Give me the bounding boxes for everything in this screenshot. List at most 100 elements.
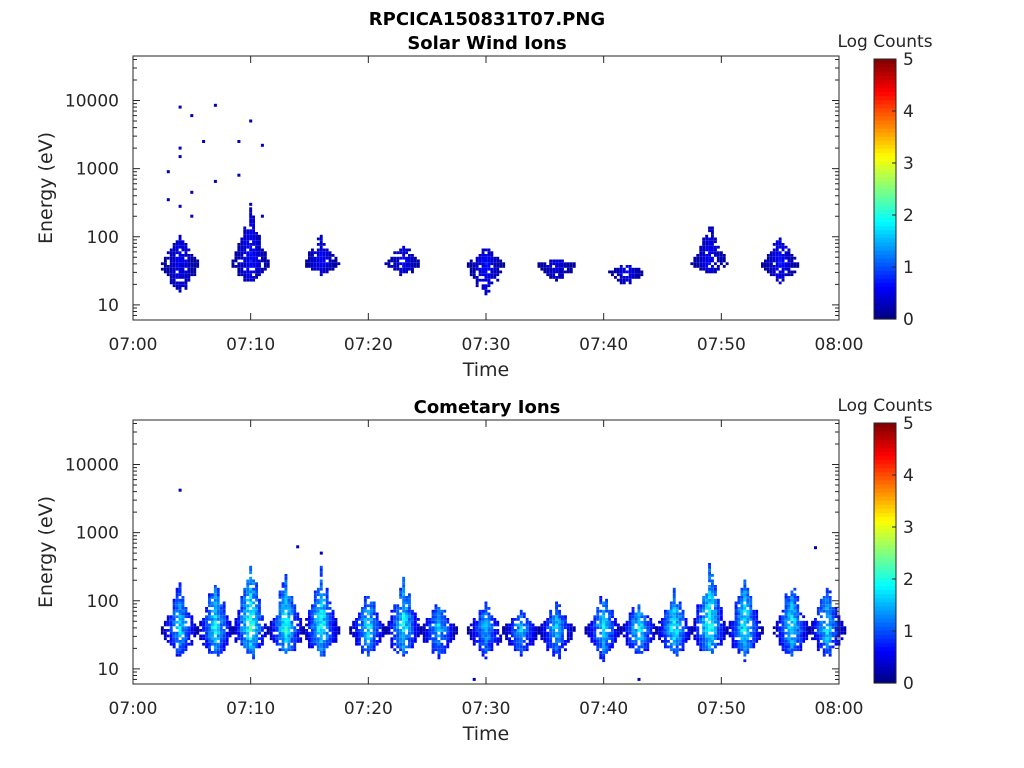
heatmap-cell	[172, 607, 176, 610]
heatmap-cell	[222, 604, 226, 608]
heatmap-cell	[261, 248, 264, 252]
heatmap-cell	[596, 640, 600, 643]
heatmap-cell	[408, 623, 411, 627]
heatmap-cell	[175, 267, 179, 271]
heatmap-cell	[211, 626, 214, 630]
heatmap-cell	[240, 607, 244, 610]
heatmap-cell	[363, 620, 367, 624]
heatmap-cell	[675, 618, 679, 621]
heatmap-cell	[790, 598, 794, 602]
heatmap-cell	[566, 631, 570, 635]
colorbar-segment	[874, 278, 896, 284]
heatmap-cell	[643, 648, 647, 652]
heatmap-cell	[561, 267, 564, 271]
heatmap-cell	[596, 615, 600, 619]
heatmap-cell	[319, 243, 323, 246]
heatmap-cell	[661, 623, 664, 627]
heatmap-cell	[172, 637, 176, 641]
heatmap-cell	[743, 645, 747, 649]
heatmap-cell	[296, 623, 300, 627]
heatmap-cell	[625, 623, 629, 627]
heatmap-cell	[714, 601, 717, 605]
heatmap-cell	[322, 267, 326, 271]
heatmap-cell	[752, 642, 756, 646]
heatmap-cell	[243, 251, 247, 255]
heatmap-cell	[796, 615, 800, 619]
sparse-count	[472, 677, 476, 681]
heatmap-cell	[261, 254, 264, 257]
heatmap-cell	[287, 620, 291, 624]
heatmap-cell	[675, 637, 679, 641]
heatmap-cell	[469, 631, 473, 635]
colorbar-segment	[874, 132, 896, 137]
heatmap-cell	[699, 251, 703, 255]
heatmap-cell	[172, 284, 176, 288]
heatmap-cell	[228, 634, 232, 638]
heatmap-cell	[234, 631, 238, 635]
heatmap-cell	[190, 631, 194, 635]
heatmap-cell	[363, 642, 367, 646]
heatmap-cell	[778, 245, 782, 249]
heatmap-cell	[311, 609, 314, 613]
heatmap-cell	[602, 601, 606, 605]
heatmap-cell	[328, 612, 332, 616]
heatmap-cell	[325, 620, 329, 624]
colorbar-segment	[874, 79, 896, 84]
heatmap-cell	[372, 637, 376, 641]
heatmap-cell	[434, 631, 438, 635]
heatmap-cell	[719, 256, 723, 260]
heatmap-cell	[446, 626, 450, 630]
heatmap-cell	[487, 620, 491, 624]
heatmap-cell	[246, 640, 250, 643]
heatmap-cell	[172, 262, 176, 266]
heatmap-cell	[425, 640, 429, 643]
heatmap-cell	[564, 618, 567, 621]
heatmap-cell	[178, 254, 182, 257]
heatmap-cell	[231, 265, 235, 268]
heatmap-cell	[519, 615, 523, 619]
heatmap-cell	[611, 623, 614, 627]
heatmap-cell	[766, 270, 770, 274]
heatmap-cell	[172, 243, 176, 246]
heatmap-cell	[225, 620, 229, 624]
heatmap-cell	[249, 232, 253, 235]
heatmap-cell	[237, 265, 241, 268]
heatmap-cell	[316, 254, 320, 257]
heatmap-cell	[387, 265, 391, 268]
heatmap-cell	[564, 623, 567, 627]
heatmap-cell	[822, 604, 826, 608]
heatmap-cell	[181, 596, 185, 599]
heatmap-cell	[284, 593, 288, 597]
heatmap-cell	[237, 618, 241, 621]
heatmap-cell	[787, 265, 791, 268]
heatmap-cell	[484, 289, 488, 293]
heatmap-cell	[393, 267, 397, 271]
heatmap-cell	[178, 259, 182, 263]
heatmap-cell	[834, 623, 838, 627]
heatmap-cell	[675, 609, 679, 613]
heatmap-cell	[449, 629, 453, 632]
colorbar-segment	[874, 459, 896, 465]
heatmap-cell	[543, 626, 547, 630]
colorbar-segment	[874, 225, 896, 231]
heatmap-cell	[187, 278, 191, 282]
heatmap-cell	[749, 601, 753, 605]
heatmap-cell	[216, 626, 220, 630]
heatmap-cell	[484, 273, 488, 277]
heatmap-cell	[552, 273, 556, 277]
heatmap-cell	[249, 207, 253, 211]
colorbar-segment	[874, 638, 896, 643]
heatmap-cell	[619, 267, 623, 271]
heatmap-cell	[408, 596, 411, 599]
colorbar-segment	[874, 573, 896, 578]
heatmap-cell	[558, 656, 561, 660]
heatmap-cell	[319, 254, 323, 257]
colorbar-segment	[874, 274, 896, 279]
heatmap-cell	[743, 615, 747, 619]
heatmap-cell	[702, 267, 706, 271]
heatmap-cell	[361, 615, 364, 619]
heatmap-cell	[722, 626, 726, 630]
heatmap-cell	[369, 640, 373, 643]
heatmap-cell	[172, 604, 176, 608]
heatmap-cell	[705, 265, 709, 268]
